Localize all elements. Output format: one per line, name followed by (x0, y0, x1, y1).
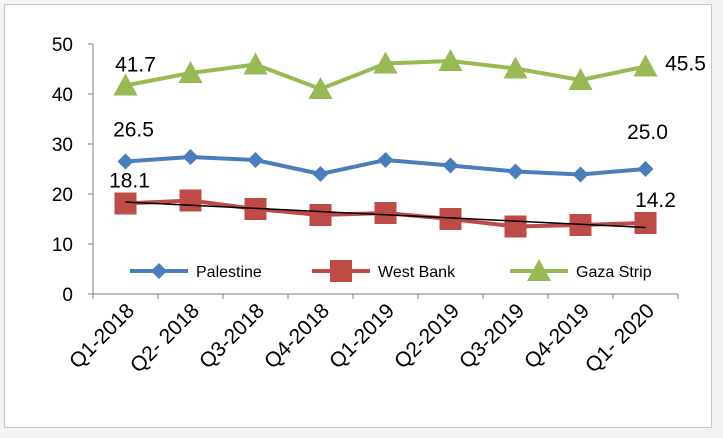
legend-west-bank-marker (330, 260, 352, 282)
west-bank-point (374, 202, 397, 224)
gaza-strip-point (243, 52, 268, 75)
legend-gaza-strip-marker (527, 259, 551, 281)
gaza-strip-point (113, 73, 138, 96)
data-label: 45.5 (665, 53, 706, 76)
gaza-strip-point (503, 56, 528, 79)
data-label: 41.7 (115, 54, 156, 77)
gaza-strip-point (568, 68, 593, 90)
x-tick-label: Q2- 2018 (126, 299, 204, 377)
palestine-point (507, 163, 524, 180)
gaza-strip-point (308, 77, 333, 99)
palestine-point (572, 166, 589, 183)
y-tick-label: 50 (52, 35, 73, 56)
x-tick-label: Q3-2019 (455, 299, 529, 373)
y-tick-label: 0 (62, 285, 73, 306)
data-label: 26.5 (113, 119, 154, 142)
west-bank-point (179, 189, 202, 212)
west-bank-point (634, 212, 657, 234)
palestine-point (247, 152, 264, 168)
data-label: 18.1 (109, 170, 150, 193)
legend-gaza-strip-label: Gaza Strip (576, 264, 652, 281)
x-tick-label: Q4-2018 (260, 299, 334, 373)
palestine-point (637, 161, 654, 177)
legend-palestine-label: Palestine (196, 264, 262, 281)
gaza-strip-point (373, 51, 398, 74)
palestine-point (182, 149, 199, 165)
y-tick-label: 10 (52, 235, 73, 256)
y-tick-label: 30 (52, 135, 73, 156)
legend-palestine-marker (151, 263, 167, 279)
data-label: 25.0 (627, 121, 668, 144)
palestine-point (117, 153, 134, 170)
y-tick-label: 20 (52, 185, 73, 206)
x-tick-label: Q1- 2020 (581, 299, 659, 377)
gaza-strip-point (633, 54, 658, 77)
x-tick-label: Q1-2019 (325, 299, 399, 373)
west-bank-trendline (125, 201, 646, 229)
west-bank-point (439, 208, 462, 230)
west-bank-point (504, 215, 527, 238)
palestine-point (442, 157, 459, 174)
gaza-strip-point (438, 49, 463, 71)
legend-west-bank-label: West Bank (378, 264, 456, 281)
data-label: 14.2 (635, 189, 676, 212)
x-tick-label: Q2-2019 (390, 299, 464, 373)
gaza-strip-point (178, 61, 203, 83)
palestine-point (377, 152, 394, 168)
west-bank-point (309, 204, 332, 226)
palestine-point (312, 166, 329, 182)
west-bank-point (114, 192, 137, 215)
y-tick-label: 40 (52, 85, 73, 106)
x-tick-label: Q3-2018 (195, 299, 269, 373)
